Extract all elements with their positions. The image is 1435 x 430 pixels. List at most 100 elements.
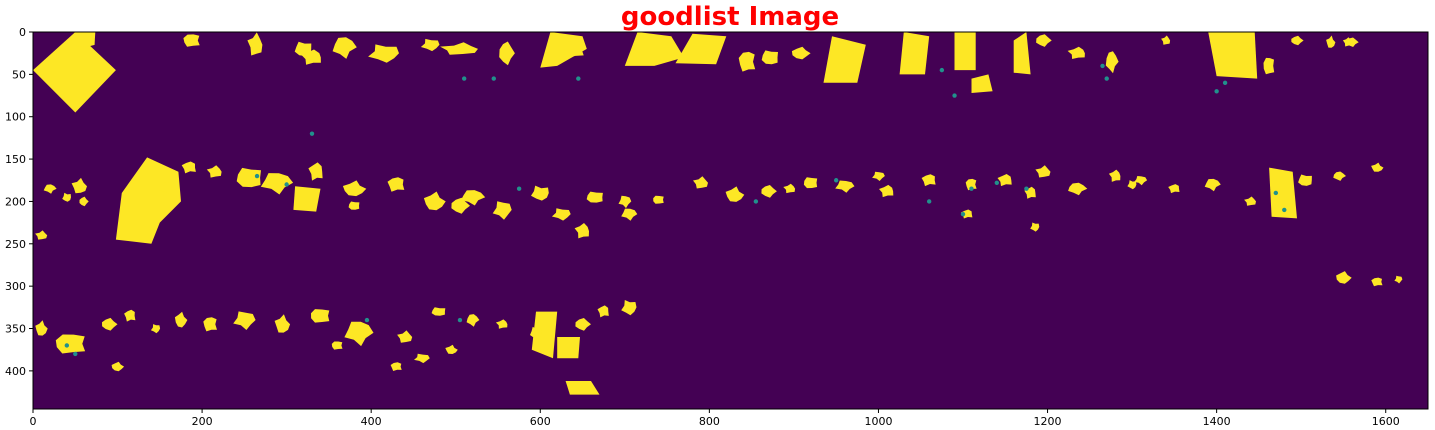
mask-blob [206, 165, 222, 178]
y-tick-label: 300 [5, 280, 26, 293]
mask-blob [1326, 35, 1336, 48]
mask-blob [499, 41, 515, 66]
x-tick-label: 600 [530, 415, 551, 428]
mask-blob [965, 178, 977, 191]
mask-blob [420, 38, 440, 52]
y-tick-label: 100 [5, 111, 26, 124]
mask-blob [183, 34, 200, 47]
edge-patch [753, 199, 759, 204]
edge-patch [576, 76, 581, 81]
mask-blob [997, 174, 1012, 187]
mask-blob [563, 40, 584, 58]
chart-title: goodlist Image [620, 2, 840, 32]
edge-patch [969, 186, 974, 191]
edge-patch [1024, 186, 1029, 191]
x-tick-label: 800 [699, 415, 720, 428]
edge-patch [64, 343, 70, 348]
mask-blob [461, 190, 486, 206]
mask-blob [35, 320, 48, 336]
edge-patch [1222, 80, 1228, 86]
y-tick-label: 400 [5, 365, 26, 378]
mask-blob [274, 314, 291, 333]
mask-blob [348, 201, 360, 210]
mask-blob [621, 208, 638, 221]
mask-blob [150, 324, 161, 334]
edge-patch [994, 180, 1000, 185]
mask-blob [1333, 171, 1346, 181]
y-tick-label: 250 [5, 238, 26, 251]
mask-blob [62, 192, 71, 202]
mask-blob [247, 32, 263, 56]
mask-blob [783, 183, 796, 194]
x-tick-label: 400 [361, 415, 382, 428]
y-tick-label: 350 [5, 323, 26, 336]
edge-patch [1100, 63, 1105, 69]
mask-blob [835, 180, 855, 193]
mask-blob [961, 209, 973, 219]
mask-blob [159, 182, 179, 195]
x-tick-label: 1600 [1372, 415, 1400, 428]
mask-blob [618, 195, 632, 209]
mask-region [540, 32, 587, 68]
mask-blob [1161, 35, 1171, 45]
mask-region [1269, 167, 1297, 219]
mask-blob [597, 305, 609, 318]
mask-region [899, 32, 930, 75]
mask-blob [331, 341, 343, 350]
edge-patch [457, 317, 463, 323]
mask-blob [466, 314, 480, 327]
mask-blob [1067, 46, 1085, 59]
mask-blob [653, 195, 664, 204]
edge-patch [284, 182, 289, 187]
edge-patch [833, 178, 839, 183]
x-tick-label: 1200 [1034, 415, 1062, 428]
mask-blob [1204, 178, 1221, 192]
mask-blob [1030, 222, 1040, 232]
edge-patch [1214, 89, 1219, 94]
mask-blob [181, 161, 196, 174]
edge-patch [1282, 207, 1287, 213]
mask-blob [1108, 169, 1121, 182]
mask-region [115, 157, 181, 244]
mask-blob [791, 46, 811, 60]
mask-blob [693, 176, 708, 189]
x-tick-label: 200 [192, 415, 213, 428]
mask-blob [397, 330, 413, 343]
mask-blob [803, 177, 818, 189]
mask-blob [495, 319, 508, 329]
mask-blob [260, 173, 294, 195]
mask-blob [1336, 271, 1352, 284]
mask-blob [55, 334, 86, 354]
mask-region [565, 381, 600, 395]
edge-patch [364, 317, 370, 323]
edge-patch [73, 351, 78, 357]
edge-patch [1273, 190, 1279, 196]
mask-blob [236, 167, 261, 188]
x-tick-label: 1000 [864, 415, 892, 428]
x-tick-label: 1400 [1203, 415, 1231, 428]
mask-blob [1263, 57, 1275, 75]
mask-blob [1298, 174, 1312, 186]
mask-regions [33, 32, 1403, 395]
mask-blob [445, 344, 458, 354]
mask-blob [1291, 35, 1304, 46]
edge-patch [491, 76, 496, 81]
mask-region [33, 32, 116, 113]
mask-blob [423, 191, 446, 211]
y-tick-label: 200 [5, 195, 26, 208]
mask-blob [43, 184, 57, 194]
x-tick-label: 0 [30, 415, 37, 428]
mask-blob [342, 180, 367, 197]
mask-blob [1168, 184, 1180, 194]
edge-patch [952, 93, 957, 98]
edge-patch [926, 199, 932, 204]
mask-blob [79, 196, 89, 207]
mask-blob [174, 311, 188, 328]
mask-blob [575, 318, 591, 331]
mask-blob [872, 171, 885, 181]
axes: 0 200 400 600 800 1000 1200 1400 1600 0 50 100 150 20… [5, 26, 1400, 428]
mask-blob [35, 230, 48, 240]
mask-blob [621, 300, 637, 316]
mask-blob [531, 185, 549, 201]
mask-blob [586, 191, 603, 203]
